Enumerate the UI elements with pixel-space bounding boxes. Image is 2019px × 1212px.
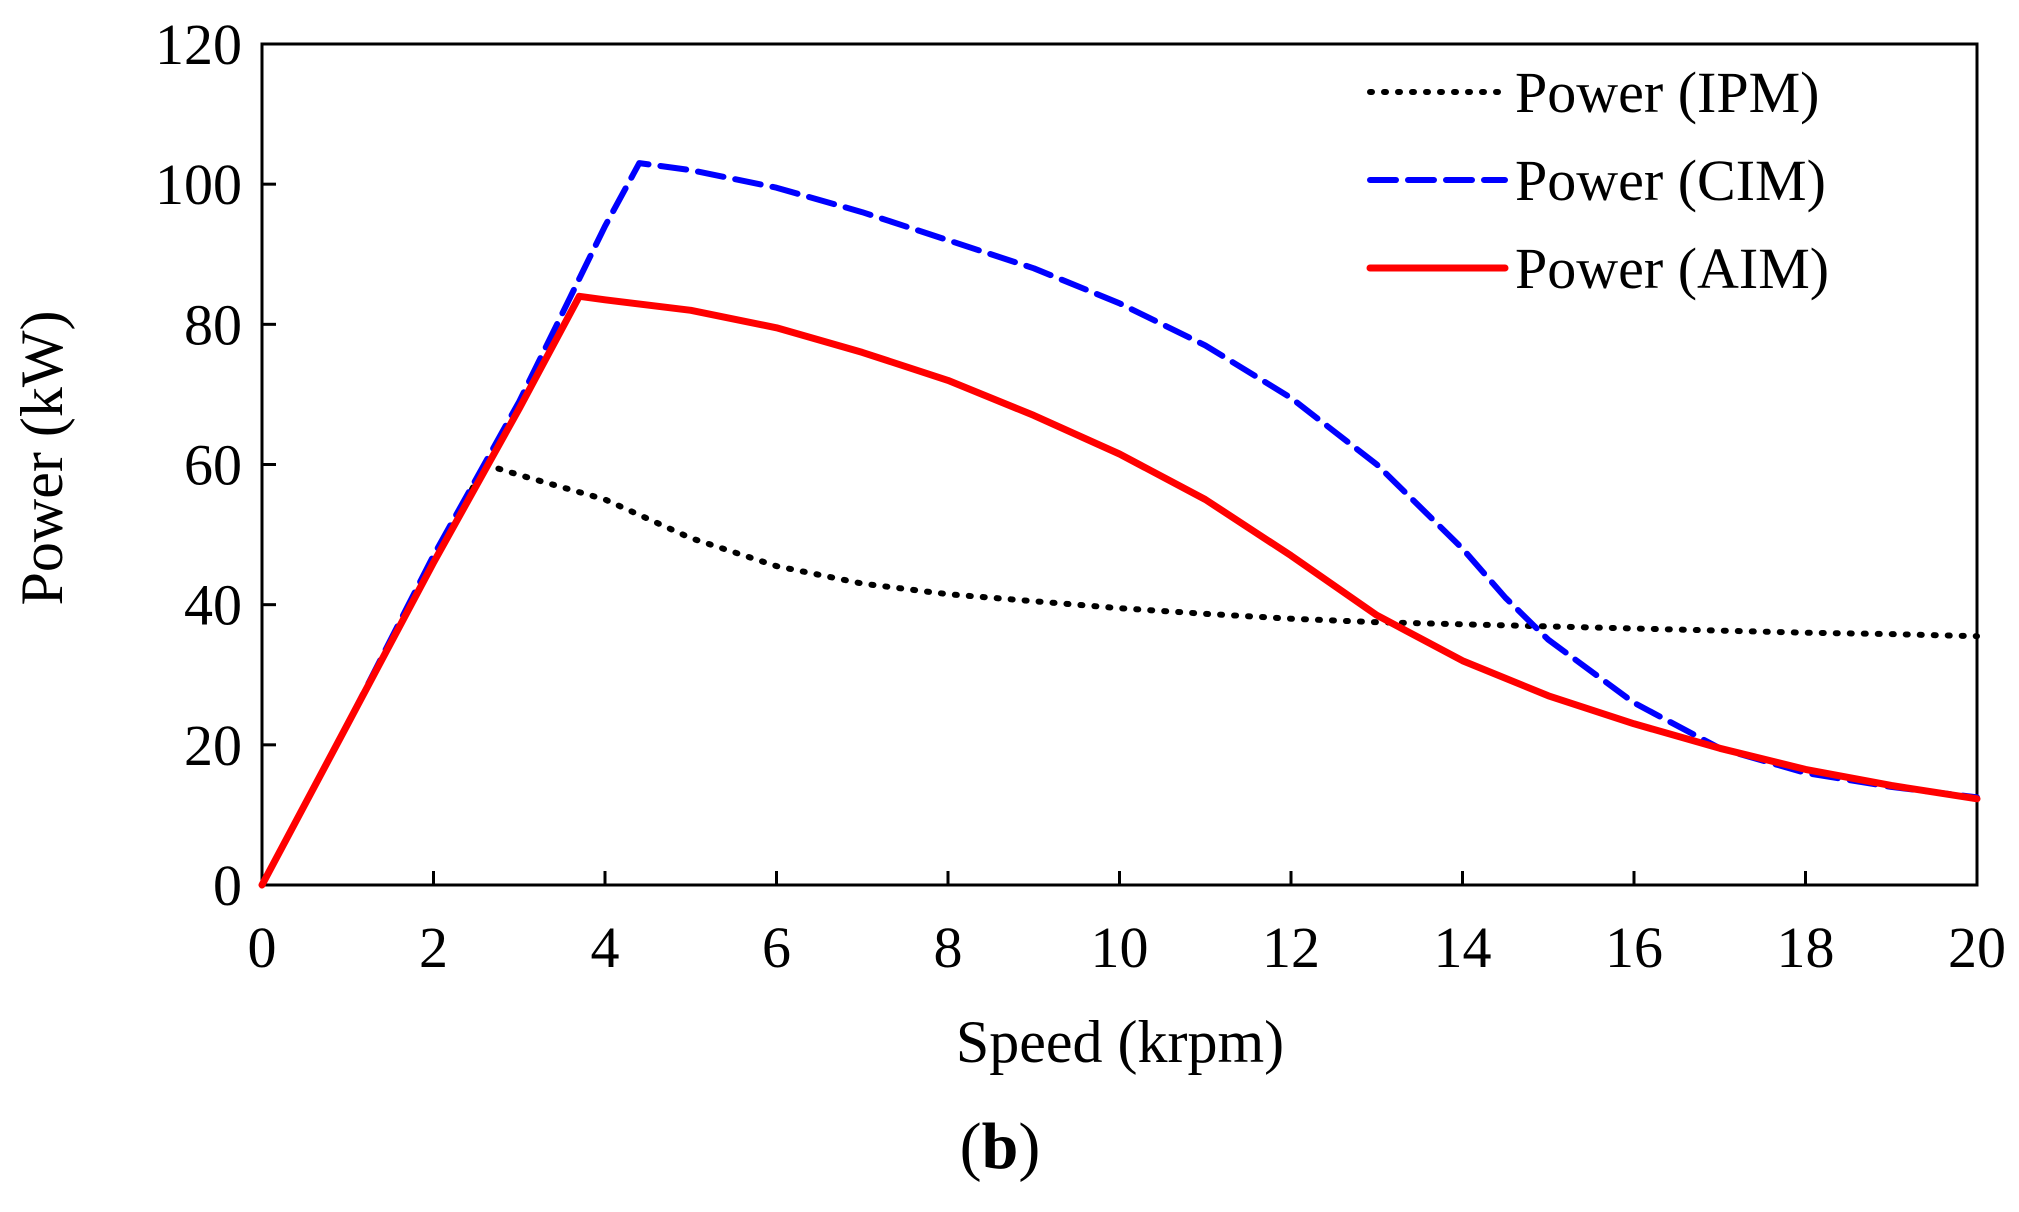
y-tick-label: 120 <box>155 12 242 77</box>
series-line-power-cim <box>259 160 1980 888</box>
panel-label-open: ( <box>960 1110 982 1183</box>
legend-label: Power (AIM) <box>1515 236 1829 301</box>
x-tick-label: 14 <box>1434 915 1492 980</box>
x-tick-label: 4 <box>591 915 620 980</box>
x-tick-label: 18 <box>1777 915 1835 980</box>
panel-label: (b) <box>960 1110 1041 1183</box>
panel-label-letter: b <box>982 1110 1019 1183</box>
y-tick-label: 60 <box>184 433 242 498</box>
legend-label: Power (IPM) <box>1515 60 1819 125</box>
panel-label-close: ) <box>1018 1110 1040 1183</box>
x-tick-label: 12 <box>1262 915 1320 980</box>
y-axis-title: Power (kW) <box>9 311 75 606</box>
y-tick-label: 100 <box>155 152 242 217</box>
x-tick-label: 8 <box>934 915 963 980</box>
x-tick-label: 20 <box>1948 915 2006 980</box>
x-tick-label: 2 <box>419 915 448 980</box>
y-tick-label: 0 <box>213 853 242 918</box>
series-line-power-ipm <box>259 461 1980 888</box>
x-tick-label: 6 <box>762 915 791 980</box>
x-tick-label: 16 <box>1605 915 1663 980</box>
y-tick-label: 20 <box>184 713 242 778</box>
legend-label: Power (CIM) <box>1515 148 1826 213</box>
y-tick-label: 80 <box>184 292 242 357</box>
x-tick-label: 0 <box>248 915 277 980</box>
series-line-power-aim <box>258 292 1981 889</box>
y-tick-label: 40 <box>184 573 242 638</box>
x-tick-label: 10 <box>1091 915 1149 980</box>
x-axis-title: Speed (krpm) <box>956 1009 1284 1075</box>
